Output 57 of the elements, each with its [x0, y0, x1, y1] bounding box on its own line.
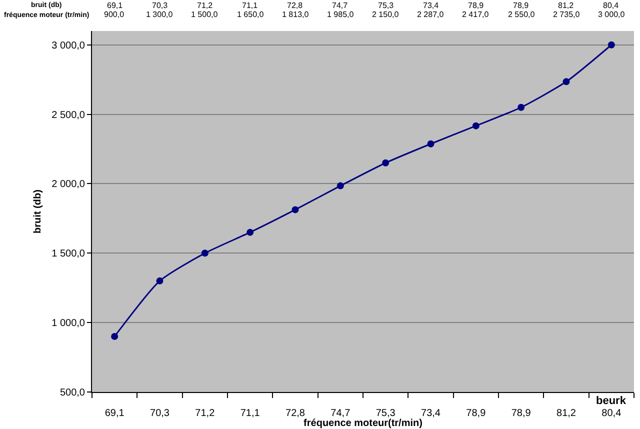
data-label: 1 500,0 — [191, 10, 218, 19]
point — [156, 277, 164, 284]
data-label: 2 287,0 — [417, 10, 444, 19]
data-label: 3 000,0 — [598, 10, 626, 19]
x-tick-label: 73,4 — [421, 408, 441, 419]
point — [427, 140, 434, 148]
category-label: 73,4 — [423, 1, 439, 10]
point — [382, 159, 390, 166]
point — [201, 250, 208, 257]
category-label: 70,3 — [152, 1, 168, 10]
y-axis-title: bruit (db) — [32, 190, 44, 234]
data-label: 2 417,0 — [462, 10, 490, 19]
x-tick-label: 80,4 — [602, 408, 622, 419]
point — [518, 104, 525, 111]
data-label: 1 813,0 — [282, 10, 310, 19]
data-label: 900,0 — [104, 10, 125, 19]
data-label: 1 985,0 — [327, 10, 354, 19]
category-label: 71,1 — [242, 1, 258, 10]
category-label: 72,8 — [287, 1, 303, 10]
category-label: 81,2 — [558, 1, 574, 10]
category-label: 69,1 — [107, 1, 123, 10]
point — [608, 41, 615, 48]
x-tick-label: 69,1 — [104, 408, 125, 419]
point — [472, 122, 480, 130]
point — [292, 206, 299, 214]
point — [562, 78, 570, 86]
category-label: 78,9 — [513, 1, 529, 10]
data-label: 1 300,0 — [146, 10, 174, 19]
x-tick-label: 74,7 — [330, 408, 351, 419]
y-tick-label: 2 000,0 — [52, 179, 86, 190]
data-label: 2 550,0 — [508, 10, 536, 19]
x-tick-label: 75,3 — [376, 408, 396, 419]
x-tick-label: 72,8 — [286, 408, 306, 419]
category-label: 71,2 — [197, 1, 213, 10]
x-axis-title: fréquence moteur(tr/min) — [304, 418, 422, 429]
x-tick-label: 70,3 — [150, 408, 170, 419]
x-tick-label: 71,1 — [240, 408, 260, 419]
point — [111, 332, 118, 340]
point — [336, 182, 344, 190]
category-label: 80,4 — [603, 1, 619, 10]
text: beurk — [596, 395, 627, 407]
x-tick-label: 78,9 — [466, 408, 486, 419]
category-label: 75,3 — [378, 1, 394, 10]
category-label: 78,9 — [468, 1, 484, 10]
y-tick-label: 3 000,0 — [52, 40, 86, 52]
data-label: 1 650,0 — [237, 10, 264, 19]
y-tick-label: 1 000,0 — [52, 318, 86, 330]
x-tick-label: 81,2 — [556, 408, 576, 419]
data-label: 2 150,0 — [372, 10, 400, 19]
y-tick-label: 1 500,0 — [52, 248, 86, 260]
point — [246, 228, 254, 236]
y-tick-label: 2 500,0 — [52, 110, 86, 121]
data-label: 2 735,0 — [553, 10, 580, 19]
x-tick-label: 71,2 — [195, 408, 216, 419]
category-label: 74,7 — [332, 1, 348, 10]
x-tick-label: 78,9 — [511, 408, 532, 419]
y-tick-label: 500,0 — [60, 388, 86, 398]
